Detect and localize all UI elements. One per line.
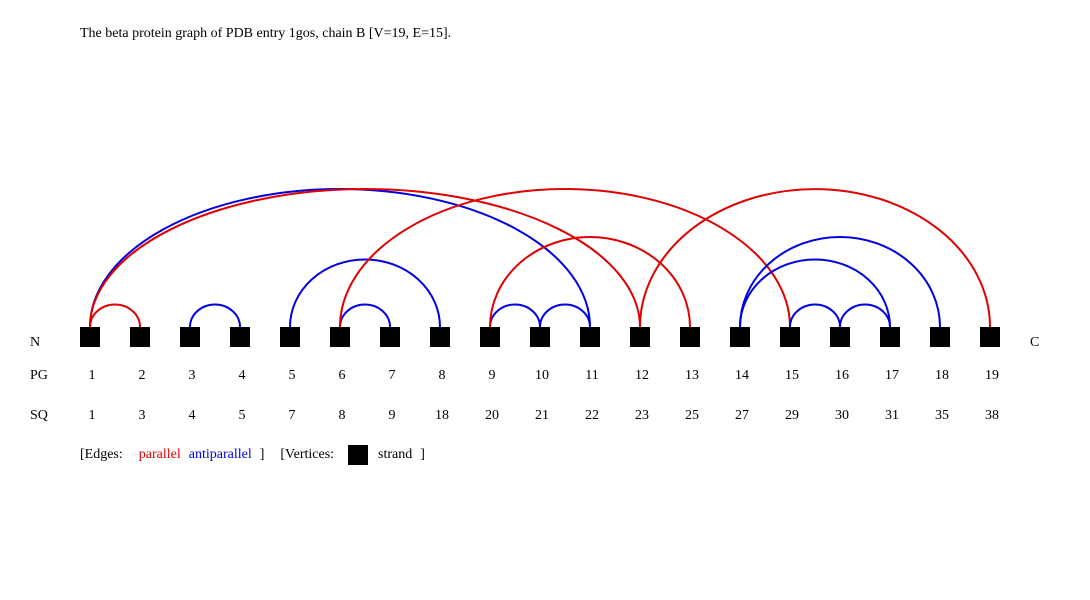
pg-label-17: 17: [885, 368, 899, 383]
pg-label-6: 6: [339, 368, 346, 383]
pg-label-4: 4: [239, 368, 246, 383]
edge-parallel-1-2: [89, 303, 141, 328]
pg-label-9: 9: [489, 368, 496, 383]
edge-antiparallel-1-11: [89, 188, 591, 328]
pg-label-12: 12: [635, 368, 649, 383]
sq-label-12: 23: [635, 408, 649, 423]
sq-label-13: 25: [685, 408, 699, 423]
pg-label-3: 3: [189, 368, 196, 383]
sq-label-6: 8: [339, 408, 346, 423]
label-layer: N C PG SQ 112334455768798189201021112212…: [30, 335, 1039, 423]
sq-label-16: 30: [835, 408, 849, 423]
edge-parallel-6-15: [339, 188, 791, 328]
sq-label-2: 3: [139, 408, 146, 423]
sq-label-5: 7: [289, 408, 296, 423]
edge-antiparallel-14-18: [739, 236, 941, 328]
edge-parallel-12-19: [639, 188, 991, 328]
vertex-8: [430, 327, 450, 347]
sq-label-15: 29: [785, 408, 799, 423]
vertex-5: [280, 327, 300, 347]
pg-label-16: 16: [835, 368, 849, 383]
edge-antiparallel-14-17: [739, 258, 891, 328]
sq-label-3: 4: [189, 408, 196, 423]
legend-vertices-suffix: ]: [420, 447, 425, 462]
pg-label-13: 13: [685, 368, 699, 383]
sq-label-9: 20: [485, 408, 499, 423]
sq-label-14: 27: [735, 408, 749, 423]
legend: [Edges: parallel antiparallel ] [Vertice…: [80, 445, 425, 465]
pg-label-15: 15: [785, 368, 799, 383]
vertex-1: [80, 327, 100, 347]
pg-label-14: 14: [735, 368, 749, 383]
pg-label-8: 8: [439, 368, 446, 383]
graph-title: The beta protein graph of PDB entry 1gos…: [80, 26, 452, 41]
sq-label-10: 21: [535, 408, 549, 423]
sq-label-7: 9: [389, 408, 396, 423]
vertex-14: [730, 327, 750, 347]
pg-label-2: 2: [139, 368, 146, 383]
pg-label-7: 7: [389, 368, 396, 383]
vertex-16: [830, 327, 850, 347]
vertex-3: [180, 327, 200, 347]
vertex-layer: [80, 327, 1000, 347]
edge-parallel-9-13: [489, 236, 691, 328]
vertex-2: [130, 327, 150, 347]
vertex-12: [630, 327, 650, 347]
pg-label-5: 5: [289, 368, 296, 383]
legend-strand: strand: [378, 447, 413, 462]
vertex-18: [930, 327, 950, 347]
vertex-7: [380, 327, 400, 347]
sq-label-4: 5: [239, 408, 246, 423]
edge-antiparallel-9-10: [489, 303, 541, 328]
edge-antiparallel-6-7: [339, 303, 391, 328]
c-terminus-label: C: [1030, 335, 1039, 350]
vertex-6: [330, 327, 350, 347]
sq-label-19: 38: [985, 408, 999, 423]
edge-antiparallel-16-17: [839, 303, 891, 328]
vertex-4: [230, 327, 250, 347]
pg-label-11: 11: [585, 368, 598, 383]
vertex-11: [580, 327, 600, 347]
edge-antiparallel-15-16: [789, 303, 841, 328]
edge-antiparallel-5-8: [289, 258, 441, 328]
pg-label-10: 10: [535, 368, 549, 383]
vertex-9: [480, 327, 500, 347]
n-terminus-label: N: [30, 335, 40, 350]
sq-label-1: 1: [89, 408, 96, 423]
legend-strand-swatch: [348, 445, 369, 465]
legend-parallel: parallel: [138, 447, 181, 462]
vertex-19: [980, 327, 1000, 347]
edge-antiparallel-10-11: [539, 303, 591, 328]
edge-layer: [89, 188, 991, 328]
vertex-15: [780, 327, 800, 347]
vertex-10: [530, 327, 550, 347]
pg-label-1: 1: [89, 368, 96, 383]
edge-parallel-1-12: [89, 188, 641, 328]
edge-antiparallel-3-4: [189, 303, 241, 328]
pg-row-label: PG: [30, 368, 48, 383]
legend-edges-suffix: ]: [259, 447, 265, 462]
legend-edges-prefix: [Edges:: [80, 447, 123, 462]
pg-label-19: 19: [985, 368, 999, 383]
sq-label-11: 22: [585, 408, 599, 423]
sq-label-8: 18: [435, 408, 449, 423]
vertex-17: [880, 327, 900, 347]
sq-row-label: SQ: [30, 408, 48, 423]
sq-label-17: 31: [885, 408, 899, 423]
vertex-13: [680, 327, 700, 347]
sq-label-18: 35: [935, 408, 949, 423]
pg-label-18: 18: [935, 368, 949, 383]
legend-antiparallel: antiparallel: [188, 447, 252, 462]
legend-vertices-prefix: [Vertices:: [280, 447, 335, 462]
